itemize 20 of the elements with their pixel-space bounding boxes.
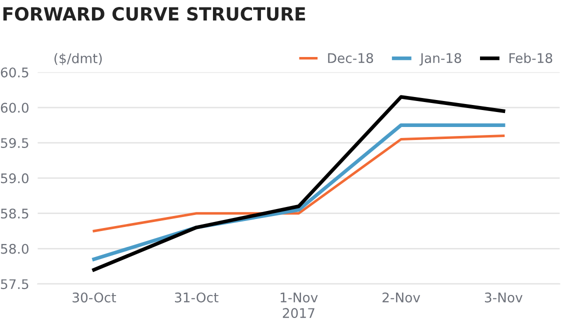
y-tick-label: 59.5 [1,138,28,148]
y-tick-label: 60.0 [0,102,28,113]
legend-label: Dec-18 [328,53,374,64]
legend-label: Jan-18 [419,53,462,66]
y-tick-label: 57.5 [1,279,28,290]
x-tick-label: 30-Oct [72,292,116,302]
y-tick-label: 60.5 [0,67,28,78]
x-tick-label: 3-Nov [484,292,522,302]
line-series [92,95,506,272]
x-tick-label: 31-Oct [174,292,218,302]
x-tick-label: 2-Nov [382,292,420,302]
y-tick-label: 59.0 [1,173,28,184]
chart-title: FORWARD CURVE STRUCTURE [3,7,306,21]
y-axis-title: ($/dmt) [54,53,102,66]
x-axis-title: 2017 [282,308,314,318]
legend-label: Feb-18 [509,52,552,64]
x-tick-label: 1-Nov [280,292,318,302]
y-tick-label: 58.0 [1,244,28,254]
line-series [92,134,505,232]
y-tick-label: 58.5 [1,208,28,219]
